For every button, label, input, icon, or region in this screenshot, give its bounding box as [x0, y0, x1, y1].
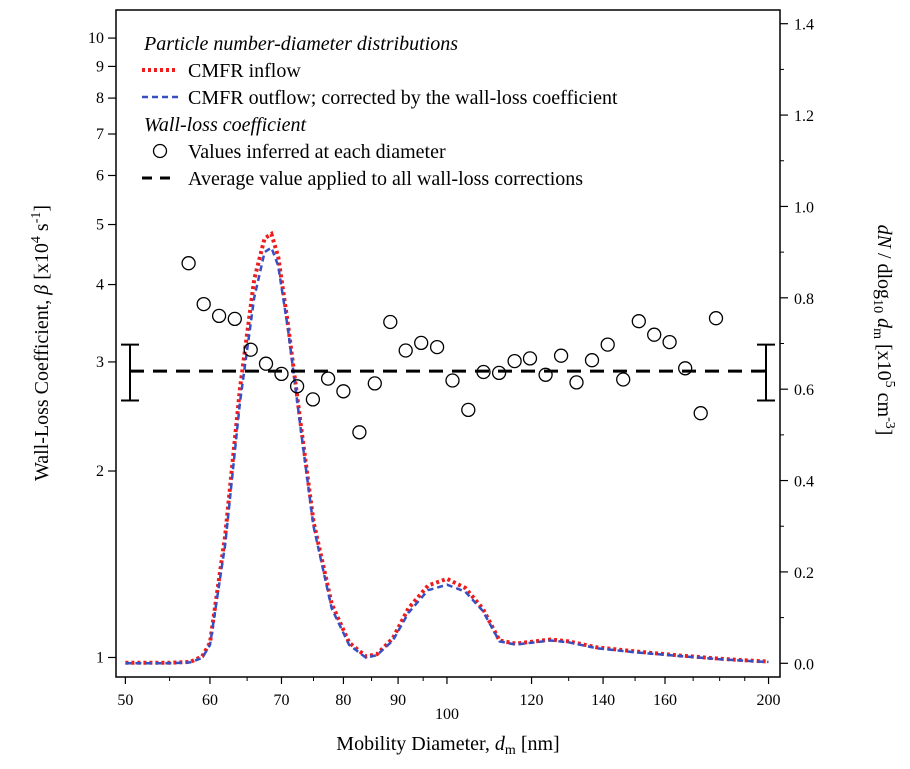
y-right-tick-label: 1.0 — [794, 199, 814, 216]
legend-heading: Wall-loss coefficient — [144, 114, 306, 136]
legend: Particle number-diameter distributions CM… — [142, 33, 618, 190]
legend-entry-label: Average value applied to all wall-loss c… — [188, 168, 583, 190]
scatter-point — [352, 425, 367, 440]
y-left-tick-label: 5 — [96, 217, 104, 234]
scatter-point — [196, 296, 211, 312]
y-axis-right-title: dN / dlog10 dm [x105 cm-3] — [870, 225, 897, 436]
legend-heading: Particle number-diameter distributions — [143, 33, 458, 55]
scatter-point — [429, 339, 445, 355]
scatter-point — [336, 384, 351, 399]
scatter-point — [507, 353, 522, 369]
x-tick-label: 100 — [435, 706, 459, 723]
scatter-point — [398, 343, 413, 358]
scatter-point — [678, 361, 693, 376]
scatter-point — [491, 365, 507, 381]
scatter-point — [616, 372, 631, 387]
scatter-point — [569, 375, 584, 390]
scatter-point — [383, 314, 398, 330]
y-axis-right: 0.0 0.2 0.4 0.6 0.8 1.0 1.2 1.4 — [780, 17, 814, 673]
scatter-point — [538, 367, 553, 382]
scatter-point — [181, 256, 196, 271]
scatter-point — [693, 406, 708, 421]
legend-entry-label: CMFR inflow — [188, 60, 301, 82]
y-left-tick-label: 2 — [96, 463, 104, 480]
legend-entry-label: CMFR outflow; corrected by the wall-loss… — [188, 87, 618, 109]
scatter-point — [708, 311, 724, 326]
y-axis-left: 1 2 3 4 5 6 7 8 9 10 — [88, 30, 116, 666]
y-axis-left-title: Wall-Loss Coefficient, β [x104 s-1] — [29, 205, 53, 481]
scatter-layer — [181, 256, 724, 440]
scatter-point — [367, 376, 382, 391]
legend-swatch-circle — [152, 143, 168, 159]
y-left-tick-label: 1 — [96, 649, 104, 666]
scatter-point — [305, 392, 321, 407]
scatter-point — [414, 335, 429, 351]
x-tick-label: 80 — [335, 692, 351, 709]
series-line-inflow — [125, 230, 769, 665]
scatter-point — [258, 356, 274, 371]
x-tick-label: 50 — [117, 692, 133, 709]
x-tick-label: 160 — [653, 692, 677, 709]
scatter-point — [600, 337, 615, 352]
scatter-point — [662, 334, 677, 350]
x-axis: 50 60 70 80 90 100 120 140 160 200 — [117, 677, 781, 723]
plot-frame — [115, 9, 781, 678]
scatter-point — [445, 373, 460, 388]
scatter-point — [522, 351, 538, 366]
y-right-tick-label: 0.8 — [794, 291, 814, 308]
x-tick-label: 70 — [273, 692, 289, 709]
x-axis-title: Mobility Diameter, dm [nm] — [336, 733, 559, 758]
y-left-tick-label: 9 — [96, 58, 104, 75]
scatter-point — [227, 311, 242, 327]
scatter-point — [320, 371, 336, 386]
x-tick-label: 200 — [757, 692, 781, 709]
scatter-point — [584, 353, 600, 368]
error-bar-right — [757, 343, 775, 402]
scatter-point — [211, 308, 227, 324]
scatter-point — [461, 402, 476, 418]
x-tick-label: 140 — [591, 692, 615, 709]
y-right-tick-label: 1.4 — [794, 17, 814, 34]
x-tick-label: 90 — [390, 692, 406, 709]
x-tick-label: 120 — [520, 692, 544, 709]
y-right-tick-label: 0.2 — [794, 565, 814, 582]
average-layer — [121, 343, 775, 402]
x-tick-label: 60 — [202, 692, 218, 709]
scatter-point — [243, 342, 258, 357]
scatter-point — [274, 366, 289, 382]
legend-entry-label: Values inferred at each diameter — [188, 141, 446, 163]
y-left-tick-label: 6 — [96, 167, 104, 184]
error-bar-left — [121, 343, 139, 402]
scatter-point — [631, 314, 646, 329]
scatter-point — [553, 348, 569, 363]
y-left-tick-label: 3 — [96, 354, 104, 371]
y-right-tick-label: 1.2 — [794, 108, 814, 125]
y-right-tick-label: 0.6 — [794, 382, 814, 399]
y-left-tick-label: 8 — [96, 90, 104, 107]
scatter-point — [289, 379, 305, 394]
y-right-tick-label: 0.4 — [794, 474, 814, 491]
series-layer — [125, 230, 769, 665]
y-right-tick-label: 0.0 — [794, 656, 814, 673]
y-left-tick-label: 10 — [88, 30, 104, 47]
y-left-tick-label: 7 — [96, 126, 104, 143]
scatter-point — [647, 327, 662, 342]
y-left-tick-label: 4 — [96, 277, 104, 294]
